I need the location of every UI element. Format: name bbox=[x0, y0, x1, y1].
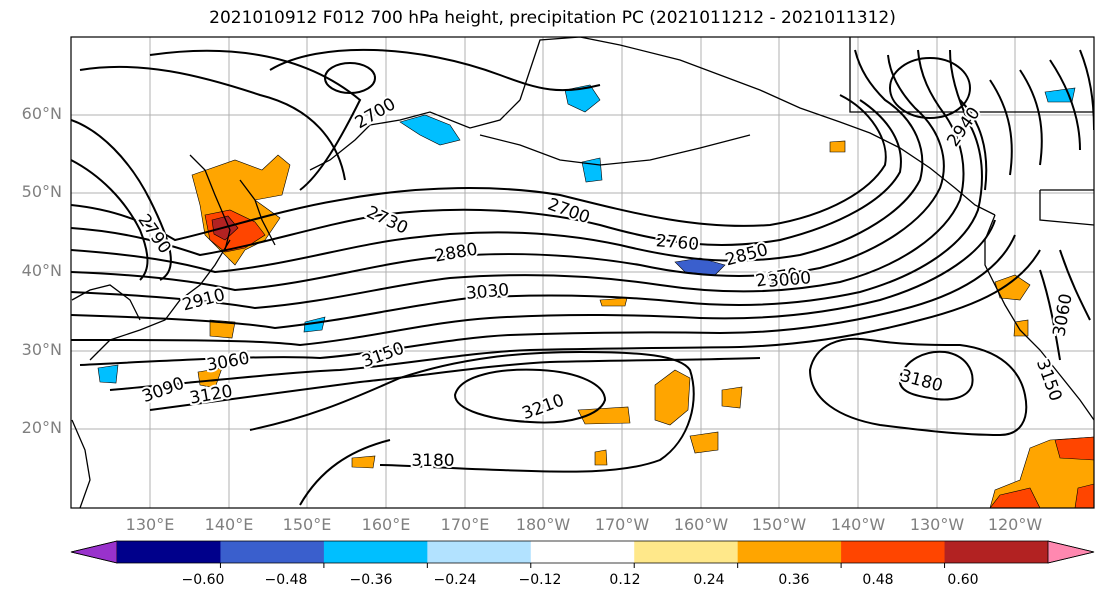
contour-label: 2760 bbox=[655, 231, 700, 255]
colorbar-swatch bbox=[323, 541, 428, 563]
colorbar-tick-label: 0.12 bbox=[609, 572, 641, 588]
colorbar bbox=[70, 540, 1095, 568]
lon-label: 170°W bbox=[594, 515, 650, 534]
lon-label: 180°W bbox=[515, 515, 571, 534]
colorbar-tick-label: 0.24 bbox=[693, 572, 725, 588]
lon-label: 160°E bbox=[361, 515, 411, 534]
colorbar-swatch bbox=[841, 541, 946, 563]
lat-label: 30°N bbox=[21, 340, 62, 359]
lon-label: 150°E bbox=[282, 515, 332, 534]
lon-label: 160°W bbox=[673, 515, 729, 534]
lon-label: 140°W bbox=[830, 515, 886, 534]
map-frame bbox=[70, 36, 1095, 509]
contour-label: 3030 bbox=[465, 280, 510, 304]
height-contours bbox=[71, 48, 1094, 506]
lat-label: 60°N bbox=[21, 104, 62, 123]
lat-label: 20°N bbox=[21, 418, 62, 437]
lon-label: 130°W bbox=[909, 515, 965, 534]
colorbar-swatch bbox=[944, 541, 1049, 563]
lon-label: 170°E bbox=[440, 515, 490, 534]
colorbar-tick-label: −0.36 bbox=[349, 572, 393, 588]
precipitation-shading bbox=[97, 84, 1094, 508]
lon-label: 150°W bbox=[751, 515, 807, 534]
lat-label: 40°N bbox=[21, 261, 62, 280]
colorbar-extend-low bbox=[70, 540, 118, 564]
colorbar-swatch bbox=[427, 541, 532, 563]
colorbar-tick-label: −0.12 bbox=[518, 572, 562, 588]
lon-label: 120°W bbox=[987, 515, 1043, 534]
coastlines bbox=[71, 37, 1094, 508]
colorbar-swatch bbox=[117, 541, 221, 563]
colorbar-swatch bbox=[634, 541, 739, 563]
lon-label: 140°E bbox=[204, 515, 254, 534]
contour-label: 3180 bbox=[411, 451, 454, 471]
colorbar-swatch bbox=[737, 541, 842, 563]
colorbar-tick-label: −0.48 bbox=[264, 572, 308, 588]
colorbar-swatch bbox=[530, 541, 635, 563]
map-plot-area bbox=[71, 37, 1094, 508]
lat-label: 50°N bbox=[21, 182, 62, 201]
colorbar-tick-label: 0.36 bbox=[778, 572, 810, 588]
colorbar-tick-label: −0.60 bbox=[181, 572, 225, 588]
contour-label: 3000 bbox=[767, 268, 812, 292]
lon-label: 130°E bbox=[125, 515, 175, 534]
colorbar-tick-label: 0.60 bbox=[947, 572, 979, 588]
colorbar-tick-label: −0.24 bbox=[433, 572, 477, 588]
colorbar-swatch bbox=[220, 541, 325, 563]
colorbar-extend-high bbox=[1047, 540, 1095, 564]
map-title: 2021010912 F012 700 hPa height, precipit… bbox=[209, 8, 896, 28]
colorbar-outline bbox=[70, 540, 1095, 564]
colorbar-tick-label: 0.48 bbox=[862, 572, 894, 588]
